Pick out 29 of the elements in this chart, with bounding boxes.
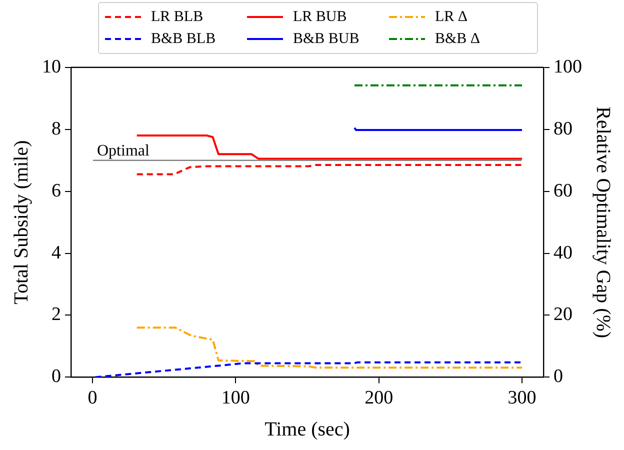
- legend-label: LR Δ: [435, 8, 468, 26]
- legend-label: B&B Δ: [435, 30, 480, 48]
- y-tick-label: 0: [52, 366, 61, 388]
- y-axis-title: Total Subsidy (mile): [10, 140, 32, 304]
- y-tick-label: 8: [52, 118, 61, 140]
- x-tick-label: 300: [508, 388, 536, 409]
- y-tick-label: 10: [42, 56, 61, 78]
- x-axis-title: Time (sec): [264, 418, 350, 440]
- y2-tick-label: 60: [554, 180, 572, 202]
- y-tick-label: 2: [52, 304, 61, 326]
- ref-line-label: Optimal: [97, 142, 150, 160]
- line-series: [136, 164, 524, 176]
- legend-label: B&B BLB: [151, 30, 216, 48]
- x-tick-label: 0: [88, 388, 98, 409]
- y2-tick-label: 40: [554, 242, 572, 264]
- y-tick-label: 4: [52, 242, 62, 264]
- line-series: [94, 361, 524, 378]
- x-tick-label: 200: [364, 388, 394, 409]
- x-tick-label: 100: [221, 388, 250, 409]
- y2-tick-label: 100: [554, 56, 582, 78]
- legend-label: B&B BUB: [293, 30, 360, 48]
- y-tick-label: 6: [52, 180, 61, 202]
- y2-tick-label: 80: [554, 118, 572, 140]
- y2-axis-title: Relative Optimality Gap (%): [592, 106, 614, 338]
- y2-tick-label: 20: [554, 304, 572, 326]
- y2-tick-label: 0: [554, 366, 563, 388]
- line-series: [136, 326, 524, 369]
- legend-label: LR BLB: [151, 8, 204, 26]
- legend-label: LR BUB: [293, 8, 347, 26]
